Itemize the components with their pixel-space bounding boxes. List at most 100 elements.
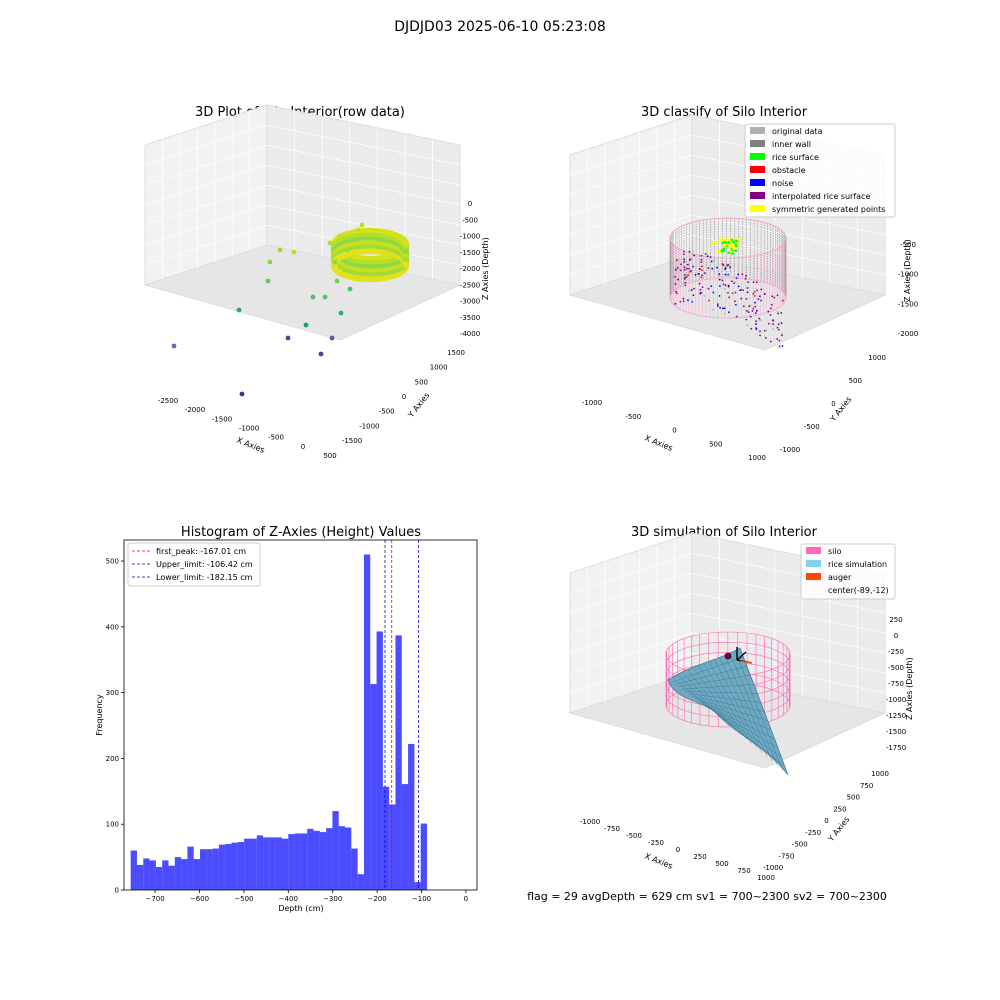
data-point <box>718 249 722 253</box>
histogram-bar <box>382 786 390 890</box>
surface-mesh <box>711 709 785 767</box>
legend-swatch <box>750 153 765 160</box>
surface-mesh <box>714 659 763 753</box>
z-tick-label: -2000 <box>898 330 918 338</box>
data-point <box>740 297 743 300</box>
data-point <box>726 264 729 267</box>
data-point <box>691 300 694 303</box>
legend-label: interpolated rice surface <box>772 192 870 201</box>
figure-suptitle: DJDJD03 2025-06-10 05:23:08 <box>394 19 606 35</box>
data-point <box>741 273 744 276</box>
z-tick-label: -500 <box>900 241 916 249</box>
data-point <box>727 251 730 254</box>
data-point <box>675 290 677 293</box>
data-point <box>693 287 695 290</box>
data-point <box>291 249 297 255</box>
x-tick-label: 250 <box>693 853 706 861</box>
data-point <box>674 275 676 278</box>
x-tick-label: 0 <box>464 895 468 903</box>
data-point <box>731 292 734 295</box>
histogram-bar <box>275 837 282 890</box>
data-point <box>239 391 245 397</box>
histogram-legend-frame <box>127 542 261 587</box>
y-tick-label: 400 <box>106 623 119 631</box>
panel1-pane-box <box>143 104 462 341</box>
data-point <box>716 305 719 307</box>
data-point <box>332 259 338 265</box>
y-tick-label: 0 <box>402 393 406 401</box>
data-point <box>303 322 309 328</box>
histogram-x-label: Depth (cm) <box>278 904 323 913</box>
histogram-bar <box>281 838 289 890</box>
panel4-auger <box>724 647 753 664</box>
data-point <box>727 311 730 314</box>
surface-mesh <box>724 654 773 762</box>
legend-swatch <box>750 166 765 173</box>
data-point <box>763 329 766 332</box>
grid-line <box>569 214 693 256</box>
legend-label: obstacle <box>772 166 806 175</box>
z-tick-label: -1250 <box>886 712 906 720</box>
data-point <box>700 261 703 263</box>
histogram-bar <box>313 830 320 890</box>
data-point <box>707 267 710 270</box>
histogram-bar <box>168 865 175 890</box>
data-point <box>753 294 756 297</box>
grid-line <box>569 652 693 694</box>
data-point <box>679 269 682 272</box>
histogram-bar <box>244 838 251 890</box>
data-point <box>773 296 776 299</box>
grid-line <box>691 214 886 256</box>
panel4-x-label: X Axies <box>643 852 674 871</box>
data-point <box>733 282 735 285</box>
histogram-bar <box>269 837 276 890</box>
histogram-bar <box>376 631 383 890</box>
y-tick-label: -750 <box>778 852 794 860</box>
z-tick-label: -3000 <box>460 298 480 306</box>
histogram-bar <box>300 833 308 890</box>
data-point <box>746 310 748 312</box>
x-tick-label: -2500 <box>158 397 178 405</box>
data-point <box>711 241 715 245</box>
histogram-bar <box>338 826 346 890</box>
data-point <box>750 327 753 330</box>
histogram-bar <box>206 849 213 890</box>
histogram-bar <box>357 874 364 890</box>
grid-line <box>569 632 693 674</box>
x-tick-label: 0 <box>301 443 305 451</box>
legend-label: center(-89,-12) <box>828 586 889 595</box>
data-point <box>781 333 783 335</box>
data-point <box>781 334 783 337</box>
data-point <box>683 278 686 280</box>
data-point <box>338 310 344 316</box>
histogram-x-ticks: −700 −600 −500 −400 −300 −200 −100 0 <box>145 890 468 903</box>
data-point <box>710 260 713 263</box>
data-point <box>334 278 340 284</box>
data-point <box>689 258 692 261</box>
data-point <box>675 292 678 295</box>
data-point <box>698 268 701 271</box>
y-tick-label: 500 <box>849 377 862 385</box>
data-point <box>754 305 757 308</box>
y-tick-label: -500 <box>792 841 808 849</box>
data-point <box>727 241 731 244</box>
data-point <box>751 309 754 312</box>
data-point <box>772 323 774 326</box>
data-point <box>716 266 718 269</box>
data-point <box>754 301 756 304</box>
histogram-bar <box>162 860 169 890</box>
x-tick-label: −200 <box>367 895 386 903</box>
data-point <box>776 310 779 313</box>
data-point <box>769 314 772 316</box>
data-point <box>687 274 689 277</box>
panel-simulation-3d: 3D simulation of Silo Interior -1000 -750… <box>527 525 914 903</box>
data-point <box>704 253 707 255</box>
data-point <box>699 288 702 291</box>
surface-mesh <box>708 661 757 749</box>
grid-line <box>144 184 268 226</box>
data-point <box>674 302 677 305</box>
histogram-bar <box>307 828 314 890</box>
data-point <box>767 310 770 313</box>
data-point <box>711 308 714 311</box>
